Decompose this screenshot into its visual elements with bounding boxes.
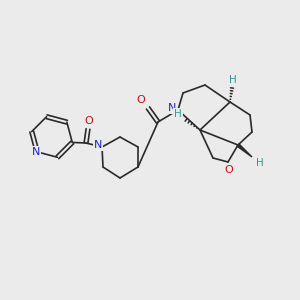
Text: O: O	[136, 95, 146, 105]
Text: N: N	[168, 103, 176, 113]
Text: H: H	[256, 158, 264, 168]
Text: H: H	[229, 75, 237, 85]
Text: O: O	[225, 165, 233, 175]
Text: O: O	[85, 116, 93, 126]
Polygon shape	[237, 144, 252, 157]
Text: N: N	[94, 140, 102, 150]
Text: N: N	[32, 147, 40, 157]
Text: H: H	[174, 109, 182, 119]
